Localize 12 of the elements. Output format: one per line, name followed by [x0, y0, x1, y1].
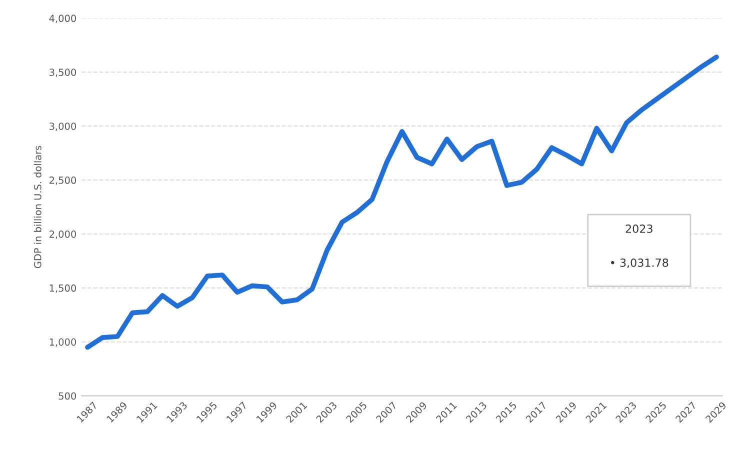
y-tick-label: 4,000: [49, 14, 76, 24]
y-tick-label: 3,000: [50, 122, 76, 131]
y-tick-label: 1,500: [50, 284, 76, 293]
y-tick-label: 500: [58, 392, 76, 400]
line-series: [85, 54, 719, 350]
y-tick-label: 2,500: [50, 176, 76, 185]
y-tick-label: 3,500: [50, 68, 76, 77]
annotation: 2023: [626, 224, 652, 233]
y-tick-label: 2,000: [50, 230, 76, 239]
y-tick-label: 1,000: [50, 338, 76, 347]
annotation: • 3,031.78: [611, 258, 668, 268]
y-axis-title: GDP in billion U.S. dollars: [34, 146, 42, 268]
